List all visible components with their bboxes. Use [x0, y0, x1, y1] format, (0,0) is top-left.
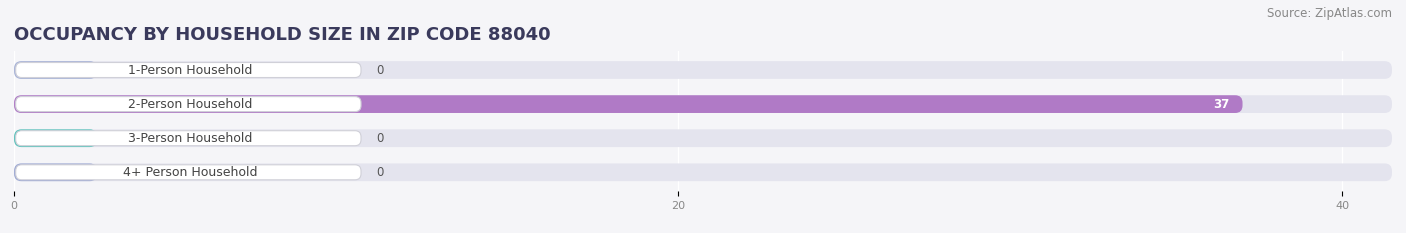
FancyBboxPatch shape: [14, 95, 1392, 113]
Text: 4+ Person Household: 4+ Person Household: [122, 166, 257, 179]
FancyBboxPatch shape: [15, 62, 361, 78]
Text: 37: 37: [1213, 98, 1229, 111]
Text: OCCUPANCY BY HOUSEHOLD SIZE IN ZIP CODE 88040: OCCUPANCY BY HOUSEHOLD SIZE IN ZIP CODE …: [14, 26, 551, 44]
Text: 0: 0: [375, 132, 384, 145]
FancyBboxPatch shape: [14, 61, 1392, 79]
FancyBboxPatch shape: [14, 61, 97, 79]
FancyBboxPatch shape: [14, 129, 97, 147]
FancyBboxPatch shape: [14, 163, 1392, 181]
Text: 1-Person Household: 1-Person Household: [128, 64, 252, 76]
Text: 0: 0: [375, 166, 384, 179]
Text: 3-Person Household: 3-Person Household: [128, 132, 252, 145]
Text: Source: ZipAtlas.com: Source: ZipAtlas.com: [1267, 7, 1392, 20]
FancyBboxPatch shape: [15, 165, 361, 180]
FancyBboxPatch shape: [14, 163, 97, 181]
FancyBboxPatch shape: [15, 97, 361, 112]
FancyBboxPatch shape: [14, 95, 1243, 113]
FancyBboxPatch shape: [14, 129, 1392, 147]
Text: 0: 0: [375, 64, 384, 76]
FancyBboxPatch shape: [15, 131, 361, 146]
Text: 2-Person Household: 2-Person Household: [128, 98, 252, 111]
